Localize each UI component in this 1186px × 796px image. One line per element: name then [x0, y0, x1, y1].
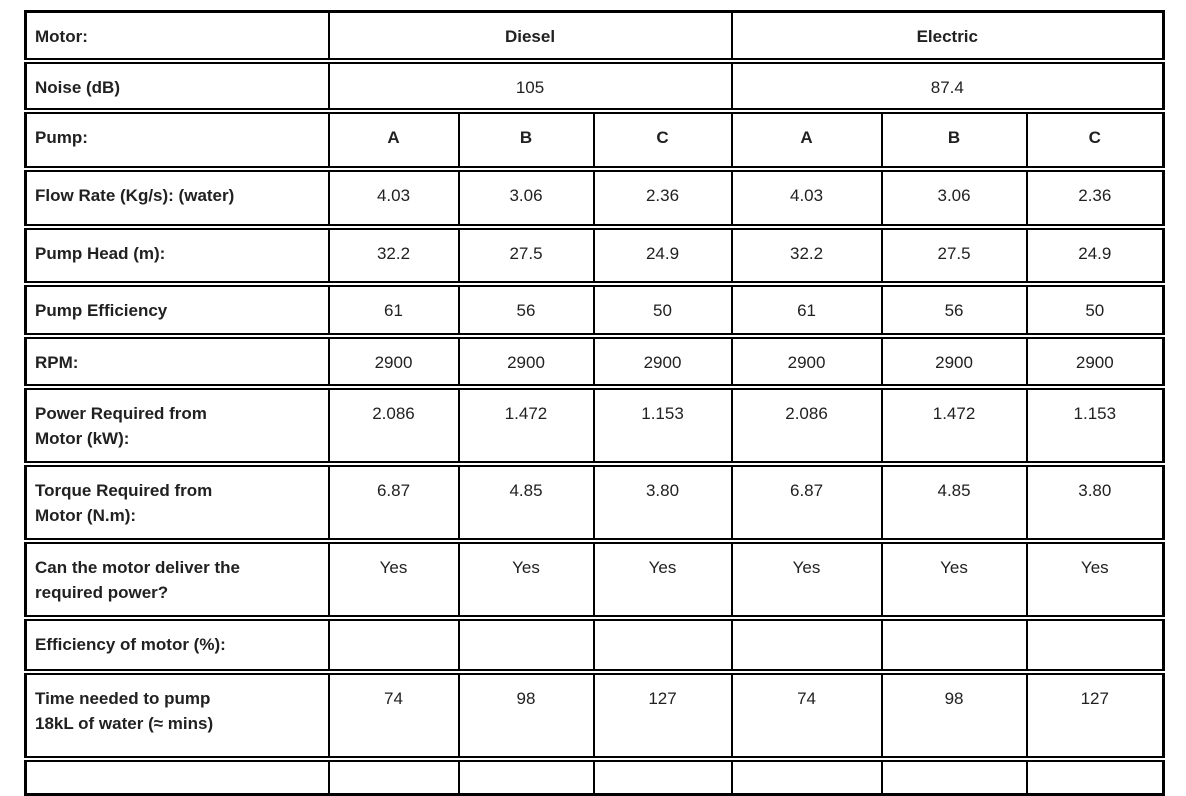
row-label: Pump Head (m): — [24, 224, 330, 284]
table-row: Efficiency of motor (%): — [24, 614, 1165, 672]
cell-value: 56 — [457, 281, 595, 336]
cell-value: 2.36 — [592, 166, 733, 227]
cell-value — [880, 614, 1028, 672]
cell-value: 3.06 — [880, 166, 1028, 227]
cell-value: 3.06 — [457, 166, 595, 227]
row-label: Power Required from Motor (kW): — [24, 383, 330, 464]
row-label-pump: Pump: — [24, 108, 330, 169]
cell-value — [592, 755, 733, 795]
cell-value: 24.9 — [1025, 224, 1165, 284]
cell-value: 2.086 — [730, 383, 883, 464]
table-row: Torque Required from Motor (N.m): 6.87 4.8… — [24, 460, 1165, 541]
cell-value: 56 — [880, 281, 1028, 336]
cell-value: 4.03 — [730, 166, 883, 227]
cell-value: 6.87 — [730, 460, 883, 541]
cell-value: 3.80 — [1025, 460, 1165, 541]
cell-value: 32.2 — [327, 224, 460, 284]
cell-value: 2900 — [880, 333, 1028, 387]
row-label: Flow Rate (Kg/s): (water) — [24, 166, 330, 227]
cell-value: Yes — [327, 537, 460, 618]
cell-value: 2900 — [730, 333, 883, 387]
cell-value: 127 — [1025, 668, 1165, 759]
cell-value — [592, 614, 733, 672]
cell-value: 61 — [730, 281, 883, 336]
cell-value: 1.472 — [880, 383, 1028, 464]
noise-value-electric: 87.4 — [730, 57, 1165, 111]
row-label-noise: Noise (dB) — [24, 57, 330, 111]
cell-value: 61 — [327, 281, 460, 336]
cell-value: Yes — [592, 537, 733, 618]
cell-value — [457, 614, 595, 672]
cell-value: 24.9 — [592, 224, 733, 284]
table-row: Power Required from Motor (kW): 2.086 1.47… — [24, 383, 1165, 464]
cell-value: 1.472 — [457, 383, 595, 464]
cell-value: 2900 — [327, 333, 460, 387]
table-row: RPM: 2900 2900 2900 2900 2900 2900 — [24, 333, 1165, 387]
motor-pump-comparison-table: Motor: Diesel Electric Noise (dB) 105 87.4 Pum… — [24, 10, 1166, 796]
pump-column-header: B — [880, 108, 1028, 169]
noise-value-diesel: 105 — [327, 57, 733, 111]
row-label: Torque Required from Motor (N.m): — [24, 460, 330, 541]
cell-value: 127 — [592, 668, 733, 759]
cell-value: Yes — [1025, 537, 1165, 618]
pump-column-header: C — [1025, 108, 1165, 169]
cell-value — [730, 755, 883, 795]
motor-type-row: Motor: Diesel Electric — [24, 10, 1165, 61]
row-label — [24, 755, 330, 795]
pump-column-header: A — [327, 108, 460, 169]
cell-value: 98 — [880, 668, 1028, 759]
cell-value: 2.36 — [1025, 166, 1165, 227]
cell-value: 1.153 — [592, 383, 733, 464]
cell-value: 32.2 — [730, 224, 883, 284]
cell-value: 74 — [730, 668, 883, 759]
table-row: Flow Rate (Kg/s): (water) 4.03 3.06 2.36 4.0… — [24, 166, 1165, 227]
cell-value: Yes — [457, 537, 595, 618]
cell-value: 50 — [1025, 281, 1165, 336]
cell-value: 27.5 — [880, 224, 1028, 284]
cell-value: 27.5 — [457, 224, 595, 284]
row-label: Pump Efficiency — [24, 281, 330, 336]
cell-value: 2900 — [457, 333, 595, 387]
cell-value: 50 — [592, 281, 733, 336]
cell-value: 2900 — [592, 333, 733, 387]
table-row: Pump Efficiency 61 56 50 61 56 50 — [24, 281, 1165, 336]
table-row: Pump Head (m): 32.2 27.5 24.9 32.2 27.5 24.9 — [24, 224, 1165, 284]
cell-value — [457, 755, 595, 795]
cell-value: 74 — [327, 668, 460, 759]
row-label: Efficiency of motor (%): — [24, 614, 330, 672]
cell-value: 3.80 — [592, 460, 733, 541]
table-row: Can the motor deliver the required power… — [24, 537, 1165, 618]
cell-value: 4.03 — [327, 166, 460, 227]
table-row — [24, 755, 1165, 795]
cell-value — [730, 614, 883, 672]
pump-header-row: Pump: A B C A B C — [24, 108, 1165, 169]
pump-column-header: C — [592, 108, 733, 169]
pump-column-header: A — [730, 108, 883, 169]
row-label: Time needed to pump 18kL of water (≈ min… — [24, 668, 330, 759]
cell-value: 6.87 — [327, 460, 460, 541]
cell-value: 4.85 — [880, 460, 1028, 541]
noise-row: Noise (dB) 105 87.4 — [24, 57, 1165, 111]
table-row: Time needed to pump 18kL of water (≈ min… — [24, 668, 1165, 759]
row-label-motor: Motor: — [24, 10, 330, 61]
row-label: Can the motor deliver the required power… — [24, 537, 330, 618]
motor-group-header-electric: Electric — [730, 10, 1165, 61]
cell-value: Yes — [730, 537, 883, 618]
cell-value — [880, 755, 1028, 795]
pump-column-header: B — [457, 108, 595, 169]
cell-value: 4.85 — [457, 460, 595, 541]
cell-value: 2900 — [1025, 333, 1165, 387]
cell-value — [327, 755, 460, 795]
cell-value — [327, 614, 460, 672]
cell-value — [1025, 614, 1165, 672]
motor-group-header-diesel: Diesel — [327, 10, 733, 61]
cell-value: 2.086 — [327, 383, 460, 464]
cell-value: 98 — [457, 668, 595, 759]
cell-value: 1.153 — [1025, 383, 1165, 464]
cell-value — [1025, 755, 1165, 795]
cell-value: Yes — [880, 537, 1028, 618]
row-label: RPM: — [24, 333, 330, 387]
